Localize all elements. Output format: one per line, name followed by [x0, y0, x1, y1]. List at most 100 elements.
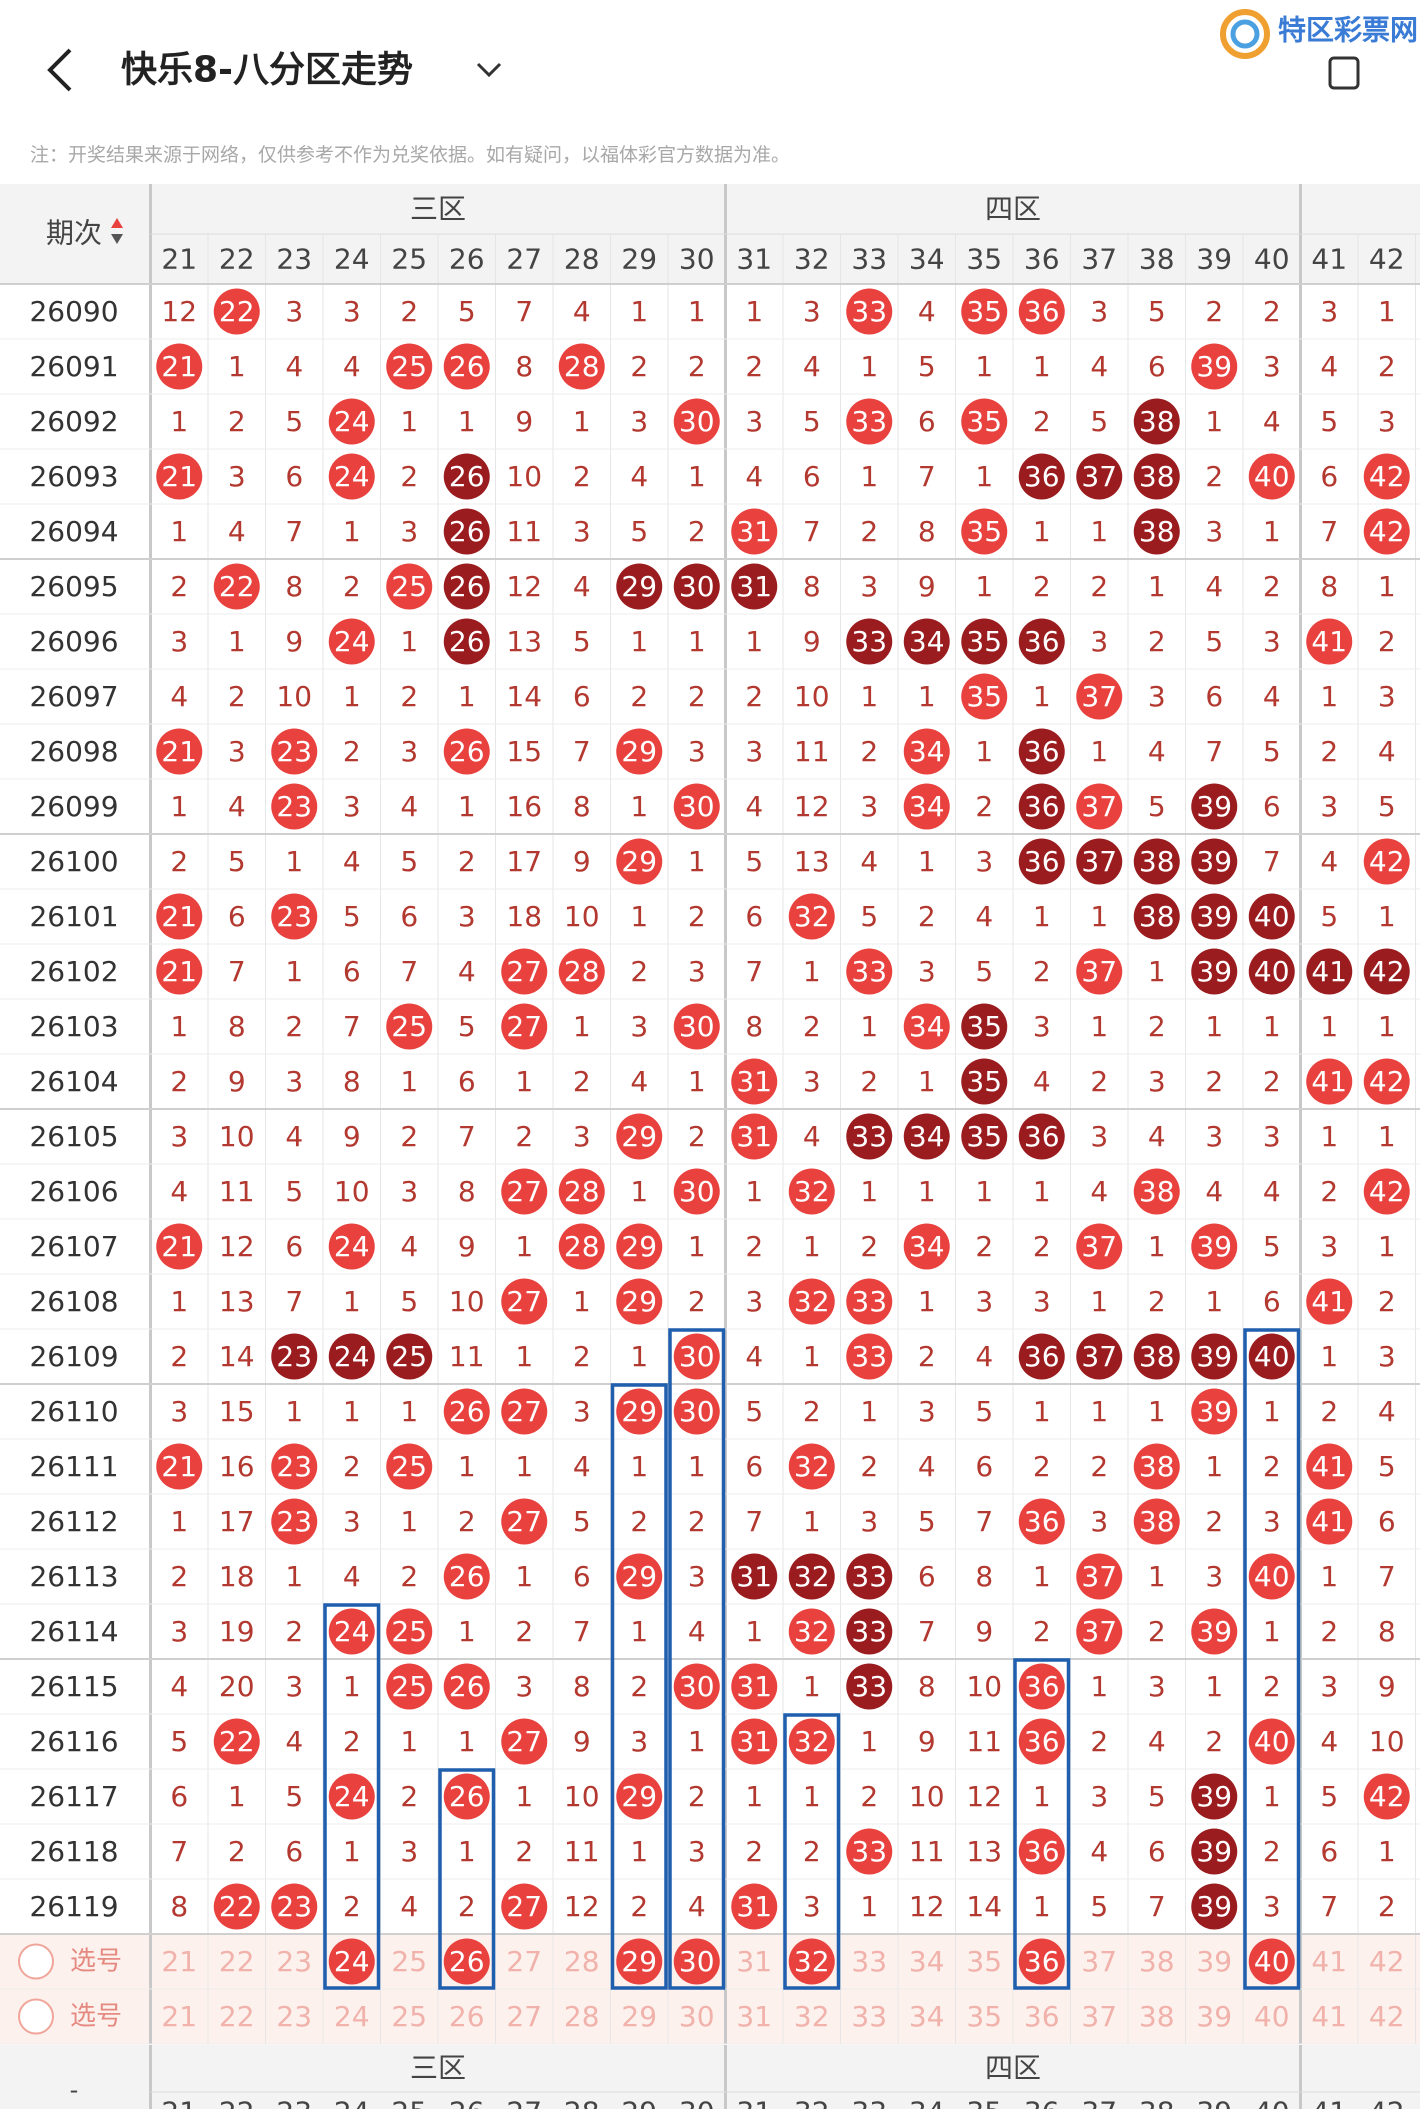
- miss-count: 3: [1148, 680, 1166, 713]
- miss-count: 2: [1263, 295, 1281, 328]
- select-number[interactable]: 41: [1311, 2000, 1347, 2033]
- miss-count: 3: [1320, 1230, 1338, 1263]
- select-number[interactable]: 39: [1196, 1945, 1232, 1978]
- miss-count: 2: [228, 405, 246, 438]
- issue: 26115: [29, 1670, 118, 1703]
- select-number[interactable]: 32: [794, 2000, 830, 2033]
- miss-count: 2: [170, 1560, 188, 1593]
- miss-count: 2: [343, 570, 361, 603]
- select-number[interactable]: 38: [1139, 1945, 1175, 1978]
- hit-number: 26: [449, 350, 485, 383]
- hit-ball: [328, 1773, 375, 1820]
- layout-button[interactable]: [1328, 56, 1360, 90]
- select-number[interactable]: 34: [909, 1945, 945, 1978]
- select-number[interactable]: 27: [506, 2000, 542, 2033]
- miss-count: 7: [285, 515, 303, 548]
- hit-ball: [673, 1003, 720, 1050]
- miss-count: 5: [170, 1725, 188, 1758]
- miss-count: 9: [458, 1230, 476, 1263]
- select-number[interactable]: 35: [966, 2000, 1002, 2033]
- miss-count: 1: [285, 845, 303, 878]
- selected-number[interactable]: 40: [1254, 1945, 1290, 1978]
- selected-number[interactable]: 24: [334, 1945, 370, 1978]
- miss-count: 2: [975, 1230, 993, 1263]
- select-number[interactable]: 38: [1139, 2000, 1175, 2033]
- select-number[interactable]: 33: [851, 1945, 887, 1978]
- column-header: 23: [276, 2096, 312, 2109]
- miss-count: 3: [400, 1175, 418, 1208]
- hit-number: 33: [851, 405, 887, 438]
- hit-ball: [213, 1883, 260, 1930]
- select-number[interactable]: 36: [1024, 2000, 1060, 2033]
- miss-count: 3: [1205, 1120, 1223, 1153]
- select-number[interactable]: 37: [1081, 1945, 1117, 1978]
- miss-count: 1: [400, 405, 418, 438]
- back-button[interactable]: [47, 48, 72, 92]
- miss-count: 3: [1320, 295, 1338, 328]
- hit-ball-dark: [1248, 948, 1295, 995]
- select-number[interactable]: 41: [1311, 1945, 1347, 1978]
- hit-ball: [961, 508, 1008, 555]
- hit-number: 38: [1139, 1450, 1175, 1483]
- select-number[interactable]: 39: [1196, 2000, 1232, 2033]
- select-radio[interactable]: [18, 1998, 54, 2035]
- hit-ball: [1076, 673, 1123, 720]
- dropdown[interactable]: [476, 62, 502, 78]
- select-number[interactable]: 30: [679, 2000, 715, 2033]
- selected-number[interactable]: 36: [1024, 1945, 1060, 1978]
- hit-ball: [1018, 1498, 1065, 1545]
- select-number[interactable]: 24: [334, 2000, 370, 2033]
- select-radio[interactable]: [18, 1943, 54, 1980]
- miss-count: 3: [745, 735, 763, 768]
- miss-count: 3: [228, 735, 246, 768]
- miss-count: 10: [794, 680, 830, 713]
- column-header: 39: [1196, 243, 1232, 276]
- select-number[interactable]: 40: [1254, 2000, 1290, 2033]
- select-number[interactable]: 21: [161, 1945, 197, 1978]
- select-number[interactable]: 26: [449, 2000, 485, 2033]
- issue: 26110: [29, 1395, 118, 1428]
- select-number[interactable]: 29: [621, 2000, 657, 2033]
- select-number[interactable]: 23: [276, 1945, 312, 1978]
- select-number[interactable]: 25: [391, 1945, 427, 1978]
- miss-count: 1: [515, 1340, 533, 1373]
- selected-number[interactable]: 29: [621, 1945, 657, 1978]
- miss-count: 4: [918, 1450, 936, 1483]
- miss-count: 2: [1090, 1725, 1108, 1758]
- select-number[interactable]: 34: [909, 2000, 945, 2033]
- select-number[interactable]: 21: [161, 2000, 197, 2033]
- selected-number[interactable]: 26: [449, 1945, 485, 1978]
- select-number[interactable]: 25: [391, 2000, 427, 2033]
- hit-number: 36: [1024, 1505, 1060, 1538]
- issue: 26118: [29, 1835, 118, 1868]
- select-number[interactable]: 31: [736, 2000, 772, 2033]
- select-number[interactable]: 37: [1081, 2000, 1117, 2033]
- selected-number[interactable]: 32: [794, 1945, 830, 1978]
- miss-count: 3: [688, 1560, 706, 1593]
- select-number[interactable]: 22: [219, 2000, 255, 2033]
- miss-count: 1: [975, 460, 993, 493]
- miss-count: 1: [170, 1285, 188, 1318]
- hit-number: 33: [851, 1285, 887, 1318]
- select-number[interactable]: 31: [736, 1945, 772, 1978]
- miss-count: 4: [1320, 845, 1338, 878]
- select-number[interactable]: 23: [276, 2000, 312, 2033]
- select-number[interactable]: 22: [219, 1945, 255, 1978]
- hit-number: 39: [1196, 350, 1232, 383]
- select-number[interactable]: 35: [966, 1945, 1002, 1978]
- select-number[interactable]: 27: [506, 1945, 542, 1978]
- hit-number: 30: [679, 1175, 715, 1208]
- miss-count: 2: [515, 1615, 533, 1648]
- selected-number[interactable]: 30: [679, 1945, 715, 1978]
- hit-number: 37: [1081, 1560, 1117, 1593]
- hit-number: 34: [909, 1120, 945, 1153]
- select-number[interactable]: 42: [1369, 1945, 1405, 1978]
- select-number[interactable]: 28: [564, 1945, 600, 1978]
- select-number[interactable]: 42: [1369, 2000, 1405, 2033]
- hit-ball: [1076, 948, 1123, 995]
- miss-count: 1: [1320, 1560, 1338, 1593]
- select-number[interactable]: 28: [564, 2000, 600, 2033]
- hit-number: 31: [736, 1065, 772, 1098]
- hit-ball: [903, 728, 950, 775]
- select-number[interactable]: 33: [851, 2000, 887, 2033]
